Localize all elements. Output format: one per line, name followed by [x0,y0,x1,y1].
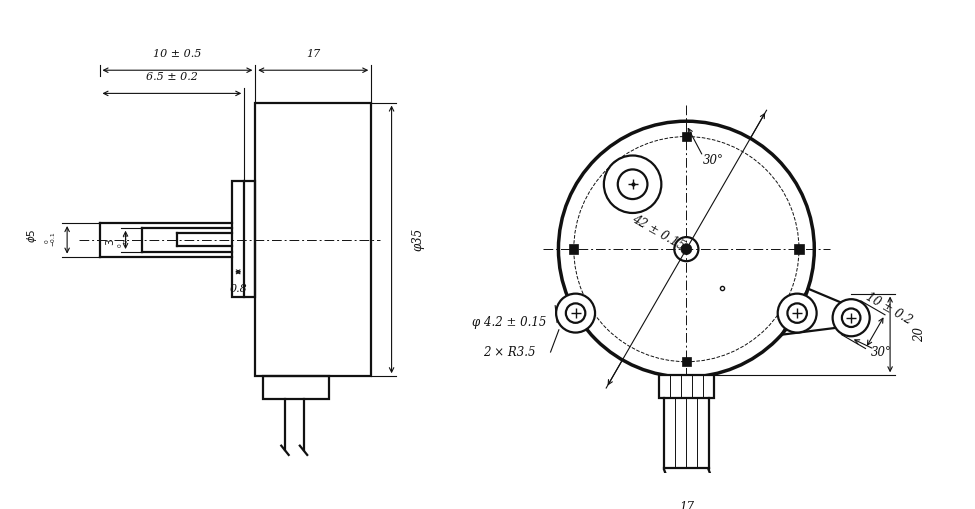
Text: 2 × R3.5: 2 × R3.5 [483,346,535,358]
Text: 10 ± 0.5: 10 ± 0.5 [153,48,202,59]
Text: 17: 17 [306,48,321,59]
Circle shape [778,294,817,332]
Circle shape [556,294,595,332]
Text: 17: 17 [679,501,694,509]
Text: 0.8: 0.8 [229,284,247,294]
Text: φ35: φ35 [411,228,424,251]
Circle shape [681,244,692,254]
Text: $^{\ \ 0}_{-0.1}$: $^{\ \ 0}_{-0.1}$ [43,231,58,247]
Bar [262,376,330,400]
Circle shape [833,299,870,336]
Text: 10 ± 0.2: 10 ± 0.2 [864,290,915,327]
Text: $3$: $3$ [103,238,116,245]
Bar [569,244,578,254]
Text: 42 ± 0.15: 42 ± 0.15 [630,213,687,253]
Text: 30°: 30° [703,154,723,166]
Text: $^{0}_{-0.1}$: $^{0}_{-0.1}$ [116,232,131,248]
Text: 6.5 ± 0.2: 6.5 ± 0.2 [146,72,198,82]
Bar [255,103,371,376]
Bar [658,375,714,399]
Text: 30°: 30° [871,347,891,359]
Bar [682,357,691,366]
Text: $\phi5$: $\phi5$ [25,228,39,242]
Text: 20: 20 [914,327,926,342]
Bar [232,182,255,297]
Bar [682,132,691,141]
Bar [795,244,803,254]
Text: φ 4.2 ± 0.15: φ 4.2 ± 0.15 [472,316,546,329]
